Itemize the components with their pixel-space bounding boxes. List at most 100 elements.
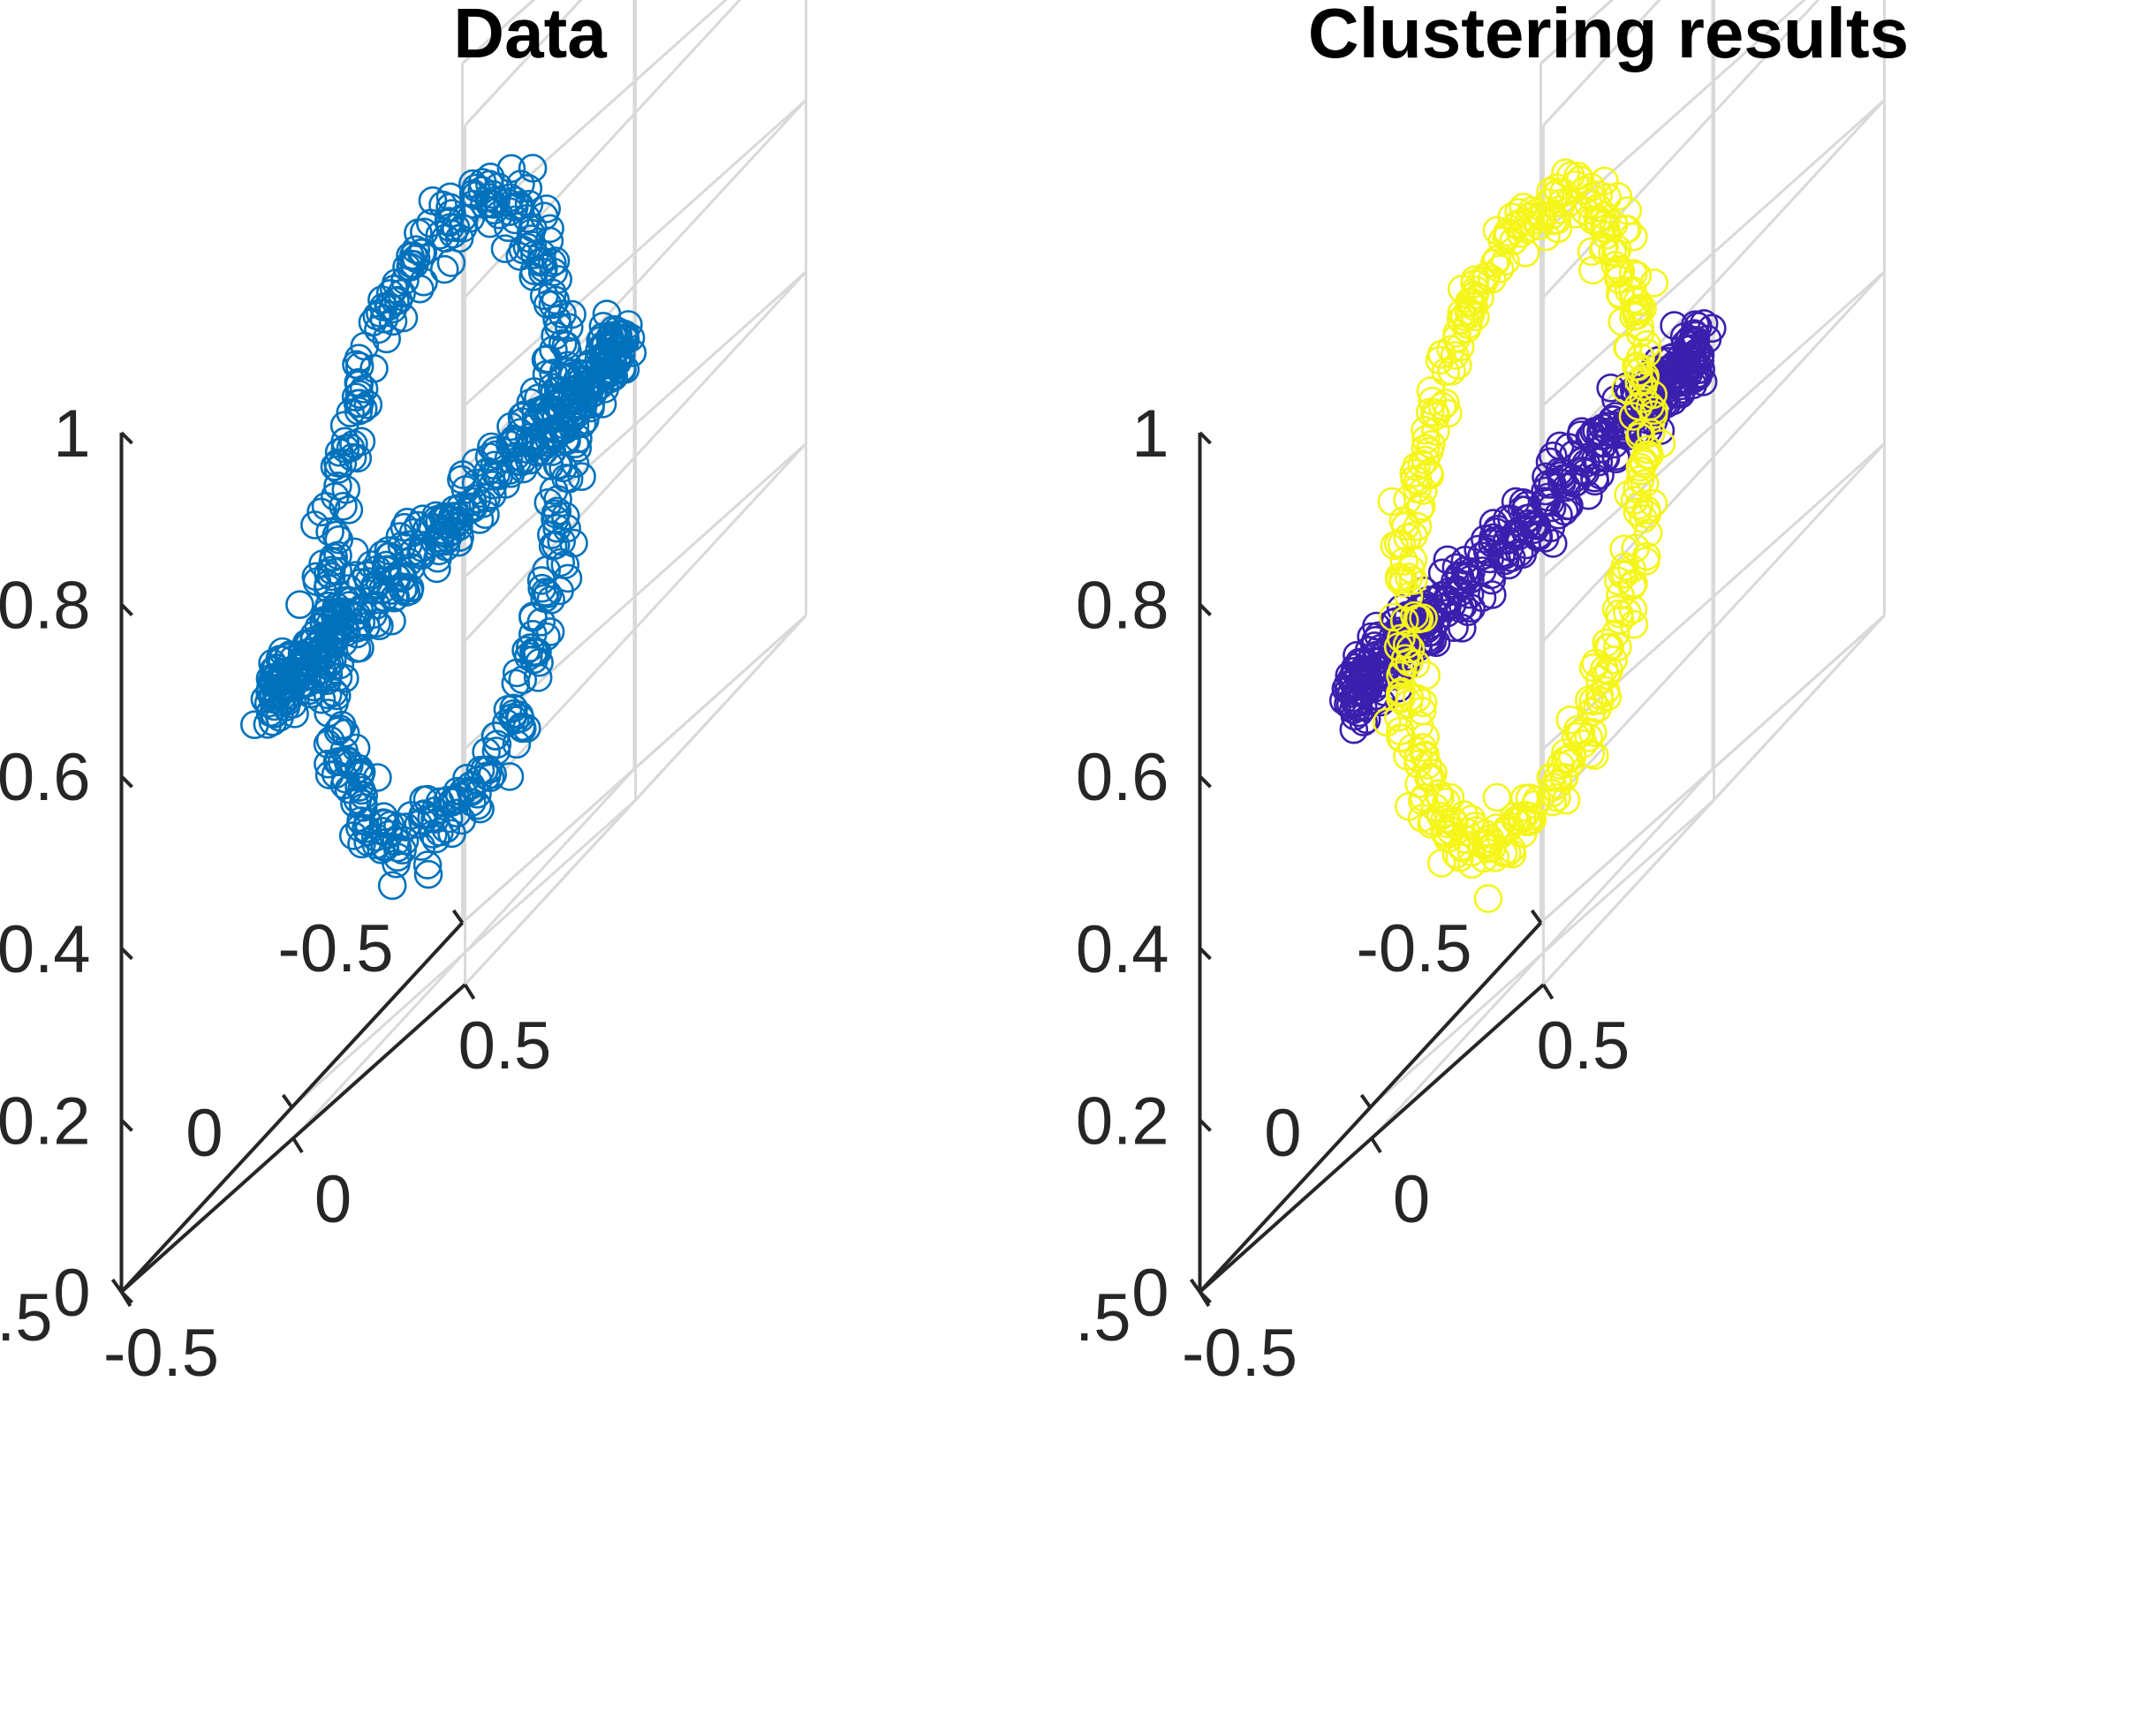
data-point (1473, 884, 1503, 913)
z-tick (1199, 431, 1212, 445)
data-point (349, 374, 379, 404)
data-point (1592, 633, 1623, 662)
data-point (603, 344, 632, 373)
grid-line-z (1542, 0, 1661, 127)
data-point (1547, 458, 1577, 487)
data-point (1635, 440, 1664, 470)
data-point (501, 668, 531, 698)
data-point (413, 859, 443, 889)
grid-line-z (1539, 0, 1615, 65)
data-point (1638, 380, 1668, 410)
data-point (382, 833, 412, 863)
data-point (1408, 688, 1438, 718)
data-point (1577, 205, 1608, 235)
data-point (1596, 373, 1626, 403)
data-point (1393, 741, 1422, 771)
x-tick-label: 0 (1264, 1096, 1301, 1171)
grid-line-y (1370, 767, 1714, 1140)
y-tick (1370, 1136, 1382, 1154)
data-point (513, 642, 543, 671)
data-point (1426, 801, 1456, 831)
data-point (1393, 523, 1423, 553)
data-point (344, 380, 374, 409)
data-point (481, 440, 511, 470)
x-tick-label: -0.5 (278, 911, 394, 986)
data-point (1512, 807, 1542, 837)
data-point (422, 504, 452, 534)
data-point (331, 475, 361, 504)
data-point (329, 615, 359, 645)
z-tick-label: 1 (1131, 396, 1169, 472)
data-point (329, 491, 358, 521)
data-point (344, 351, 374, 381)
z-tick (120, 603, 133, 617)
data-point (1551, 738, 1580, 767)
data-point (1532, 462, 1561, 492)
z-tick-label: 0.2 (0, 1083, 91, 1159)
data-point (505, 242, 535, 271)
data-point (443, 798, 472, 828)
chart-title: Data (453, 0, 607, 72)
data-point (306, 684, 337, 714)
data-point (472, 761, 502, 791)
data-point (1416, 376, 1446, 405)
data-point (476, 461, 506, 491)
data-point (1411, 425, 1441, 455)
data-point (322, 681, 352, 711)
data-point (567, 462, 596, 492)
data-point (505, 704, 535, 733)
data-point (616, 323, 646, 352)
axis-lines (1189, 431, 1555, 1308)
data-point (1406, 492, 1436, 521)
grid-line-z (461, 442, 807, 752)
x-tick (281, 1093, 294, 1109)
data-point (349, 789, 378, 819)
data-point (556, 406, 586, 435)
z-tick (1199, 1118, 1212, 1132)
data-point (385, 522, 415, 551)
data-point (1660, 311, 1689, 340)
data-point (285, 590, 314, 620)
z-tick-label: 0.2 (1078, 1083, 1169, 1159)
data-point (1530, 487, 1559, 517)
data-point (1538, 529, 1568, 558)
data-point (1389, 547, 1419, 577)
data-point (540, 377, 570, 406)
y-tick-label: 0.5 (1537, 1008, 1630, 1083)
data-point (368, 292, 398, 321)
y-tick (1541, 983, 1555, 1000)
data-point (377, 871, 407, 901)
x-tick (1359, 1093, 1373, 1109)
x-tick (1189, 1278, 1202, 1294)
data-point (329, 663, 359, 693)
data-point (559, 528, 588, 558)
z-tick-label: 0.4 (1078, 912, 1169, 987)
data-point (318, 547, 348, 577)
data-point (1538, 787, 1568, 817)
data-point (1577, 237, 1607, 267)
grid-line-z (1539, 270, 1886, 580)
y-tick-label: 0 (1393, 1162, 1430, 1237)
data-point (1576, 739, 1606, 768)
grid-line-z (461, 0, 728, 237)
data-point (314, 570, 344, 600)
data-point (1502, 807, 1532, 836)
data-point (490, 234, 520, 264)
data-point (1467, 266, 1496, 295)
data-point (1480, 842, 1510, 872)
z-tick (1199, 603, 1212, 617)
data-point (1411, 416, 1440, 445)
data-point (436, 248, 466, 277)
axis-lines (110, 431, 476, 1308)
data-point (267, 687, 297, 717)
data-point (346, 568, 376, 597)
data-point (325, 714, 355, 744)
data-point (535, 617, 565, 646)
data-point (458, 169, 488, 199)
data-point (1441, 840, 1471, 869)
subplot-clustering-results: -0.500.5-0.500.500.20.40.60.81Clustering… (1078, 0, 2156, 1729)
grid-line-z (1542, 614, 1886, 986)
chart-title: Clustering results (1308, 0, 1909, 72)
data-point (539, 359, 568, 388)
